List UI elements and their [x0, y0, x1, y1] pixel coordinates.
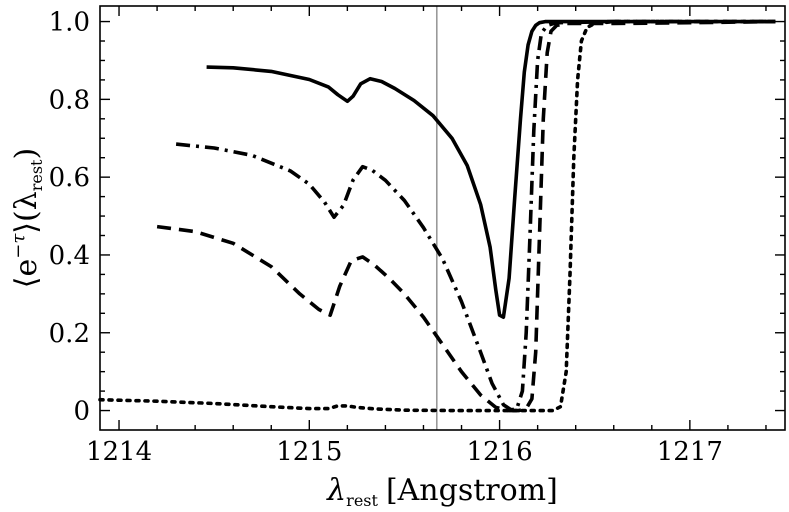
- plot-frame: [99, 5, 786, 431]
- y-axis-superscript: −τ: [8, 233, 29, 259]
- x-axis-symbol: λ: [326, 473, 346, 508]
- y-tick-label: 0.8: [49, 85, 90, 115]
- y-axis-end: ): [9, 148, 44, 160]
- series-line-dotted: [98, 19, 778, 413]
- x-axis-title: λrest [Angstrom]: [326, 473, 558, 510]
- y-tick-label: 1.0: [49, 8, 90, 38]
- y-tick-label: 0.2: [49, 319, 90, 349]
- series-line-dashdot: [175, 19, 776, 412]
- y-tick-label: 0.4: [49, 241, 90, 271]
- series-line-solid: [206, 19, 776, 320]
- ticks-layer: 1214 1215 1216 1217 0 0.2 0.4 0.6 0.8 1.0: [49, 6, 785, 467]
- y-axis-title: ⟨e−τ⟩(λrest): [8, 148, 46, 288]
- y-tick-label: 0: [73, 397, 90, 427]
- x-tick-label: 1217: [657, 437, 723, 467]
- x-axis-subscript: rest: [346, 491, 378, 510]
- y-tick-label: 0.6: [49, 163, 90, 193]
- series-line-dashed: [156, 19, 776, 413]
- x-tick-label: 1214: [86, 437, 152, 467]
- y-axis-close: ⟩(λ: [9, 191, 44, 233]
- y-axis-subscript: rest: [27, 159, 46, 191]
- x-tick-label: 1216: [466, 437, 532, 467]
- y-axis-open: ⟨e: [9, 259, 44, 288]
- x-axis-unit: [Angstrom]: [386, 473, 558, 508]
- series-layer: [98, 19, 778, 413]
- x-tick-label: 1215: [276, 437, 342, 467]
